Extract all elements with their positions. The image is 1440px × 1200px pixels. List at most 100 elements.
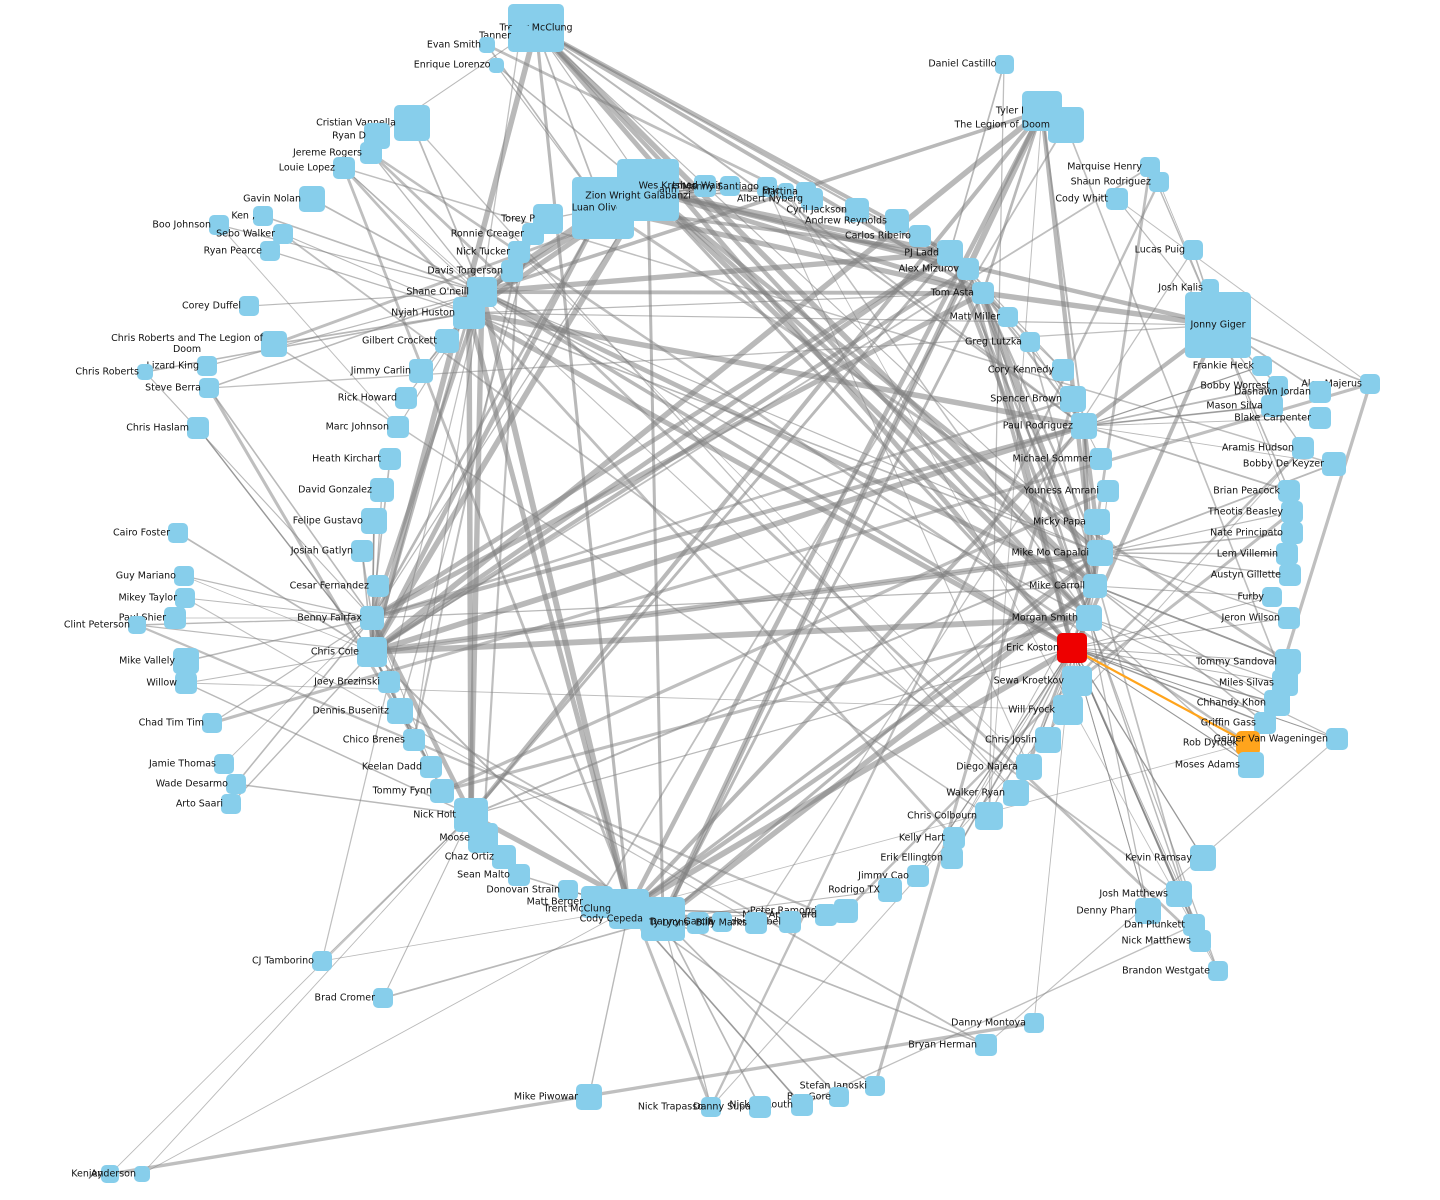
graph-node[interactable]: [174, 566, 194, 586]
graph-node[interactable]: [164, 607, 186, 629]
graph-node[interactable]: [1281, 522, 1303, 544]
graph-node[interactable]: [101, 1165, 119, 1183]
graph-node[interactable]: [1135, 898, 1161, 924]
graph-node[interactable]: [1309, 381, 1331, 403]
graph-node[interactable]: [801, 188, 823, 210]
graph-node[interactable]: [435, 329, 459, 353]
graph-node[interactable]: [361, 508, 387, 534]
graph-node[interactable]: [1052, 359, 1074, 381]
graph-node[interactable]: [187, 417, 209, 439]
graph-node[interactable]: [745, 912, 767, 934]
graph-node[interactable]: [508, 864, 530, 886]
graph-node[interactable]: [1278, 607, 1300, 629]
graph-node[interactable]: [1062, 666, 1092, 696]
graph-node[interactable]: [907, 865, 929, 887]
graph-node[interactable]: [1087, 540, 1113, 566]
graph-node[interactable]: [712, 912, 732, 932]
graph-node[interactable]: [829, 1087, 849, 1107]
graph-node[interactable]: [687, 912, 709, 934]
graph-node[interactable]: [1322, 452, 1346, 476]
graph-node[interactable]: [749, 1096, 771, 1118]
graph-node[interactable]: [1057, 633, 1087, 663]
graph-node[interactable]: [1084, 509, 1110, 535]
graph-node[interactable]: [253, 206, 273, 226]
graph-node[interactable]: [134, 1166, 150, 1182]
graph-node[interactable]: [387, 416, 409, 438]
graph-node[interactable]: [1238, 752, 1264, 778]
graph-node[interactable]: [1106, 188, 1128, 210]
graph-node[interactable]: [834, 899, 858, 923]
graph-node[interactable]: [1053, 695, 1083, 725]
graph-node[interactable]: [1189, 930, 1211, 952]
graph-node[interactable]: [576, 1084, 602, 1110]
graph-node[interactable]: [1264, 690, 1290, 716]
graph-node[interactable]: [370, 478, 394, 502]
graph-node[interactable]: [357, 637, 387, 667]
graph-node[interactable]: [373, 988, 393, 1008]
graph-node[interactable]: [128, 616, 146, 634]
graph-node[interactable]: [239, 296, 259, 316]
graph-node[interactable]: [409, 359, 433, 383]
graph-node[interactable]: [199, 378, 219, 398]
graph-node[interactable]: [1060, 386, 1086, 412]
graph-node[interactable]: [453, 297, 485, 329]
graph-node[interactable]: [1254, 712, 1276, 734]
graph-node[interactable]: [394, 105, 430, 141]
graph-node[interactable]: [508, 241, 530, 263]
graph-node[interactable]: [998, 307, 1018, 327]
graph-node[interactable]: [957, 258, 979, 280]
graph-node[interactable]: [618, 176, 658, 216]
graph-node[interactable]: [378, 671, 400, 693]
graph-node[interactable]: [1292, 437, 1314, 459]
graph-node[interactable]: [558, 880, 578, 900]
graph-node[interactable]: [168, 523, 188, 543]
graph-node[interactable]: [488, 57, 504, 73]
graph-node[interactable]: [878, 878, 902, 902]
graph-node[interactable]: [1281, 501, 1303, 523]
graph-node[interactable]: [420, 756, 442, 778]
graph-node[interactable]: [941, 847, 963, 869]
graph-node[interactable]: [1190, 845, 1216, 871]
graph-node[interactable]: [387, 698, 413, 724]
graph-node[interactable]: [379, 448, 401, 470]
graph-node[interactable]: [430, 779, 454, 803]
graph-node[interactable]: [943, 827, 965, 849]
graph-node[interactable]: [1279, 564, 1301, 586]
graph-node[interactable]: [509, 25, 531, 47]
graph-node[interactable]: [479, 37, 495, 53]
graph-node[interactable]: [975, 802, 1003, 830]
graph-node[interactable]: [522, 223, 544, 245]
graph-node[interactable]: [778, 183, 794, 199]
graph-node[interactable]: [975, 1034, 997, 1056]
graph-node[interactable]: [1090, 448, 1112, 470]
graph-node[interactable]: [175, 672, 197, 694]
graph-node[interactable]: [501, 260, 523, 282]
graph-node[interactable]: [299, 186, 325, 212]
graph-node[interactable]: [1276, 543, 1298, 565]
graph-node[interactable]: [791, 1094, 813, 1116]
graph-node[interactable]: [1149, 172, 1169, 192]
graph-node[interactable]: [1252, 356, 1272, 376]
graph-node[interactable]: [1261, 395, 1283, 417]
graph-node[interactable]: [1236, 731, 1260, 755]
graph-node[interactable]: [1035, 727, 1061, 753]
graph-node[interactable]: [1360, 374, 1380, 394]
graph-node[interactable]: [1083, 574, 1107, 598]
graph-node[interactable]: [845, 198, 869, 222]
graph-node[interactable]: [1016, 754, 1042, 780]
graph-node[interactable]: [197, 356, 217, 376]
graph-node[interactable]: [1208, 961, 1228, 981]
graph-node[interactable]: [972, 282, 994, 304]
graph-node[interactable]: [1048, 107, 1084, 143]
graph-node[interactable]: [333, 157, 355, 179]
graph-node[interactable]: [312, 951, 332, 971]
graph-node[interactable]: [273, 224, 293, 244]
graph-node[interactable]: [137, 364, 153, 380]
graph-node[interactable]: [865, 1076, 885, 1096]
graph-node[interactable]: [209, 215, 229, 235]
graph-node[interactable]: [1076, 605, 1102, 631]
graph-node[interactable]: [1185, 292, 1251, 358]
graph-node[interactable]: [403, 729, 425, 751]
graph-node[interactable]: [1326, 728, 1348, 750]
graph-node[interactable]: [1071, 413, 1097, 439]
